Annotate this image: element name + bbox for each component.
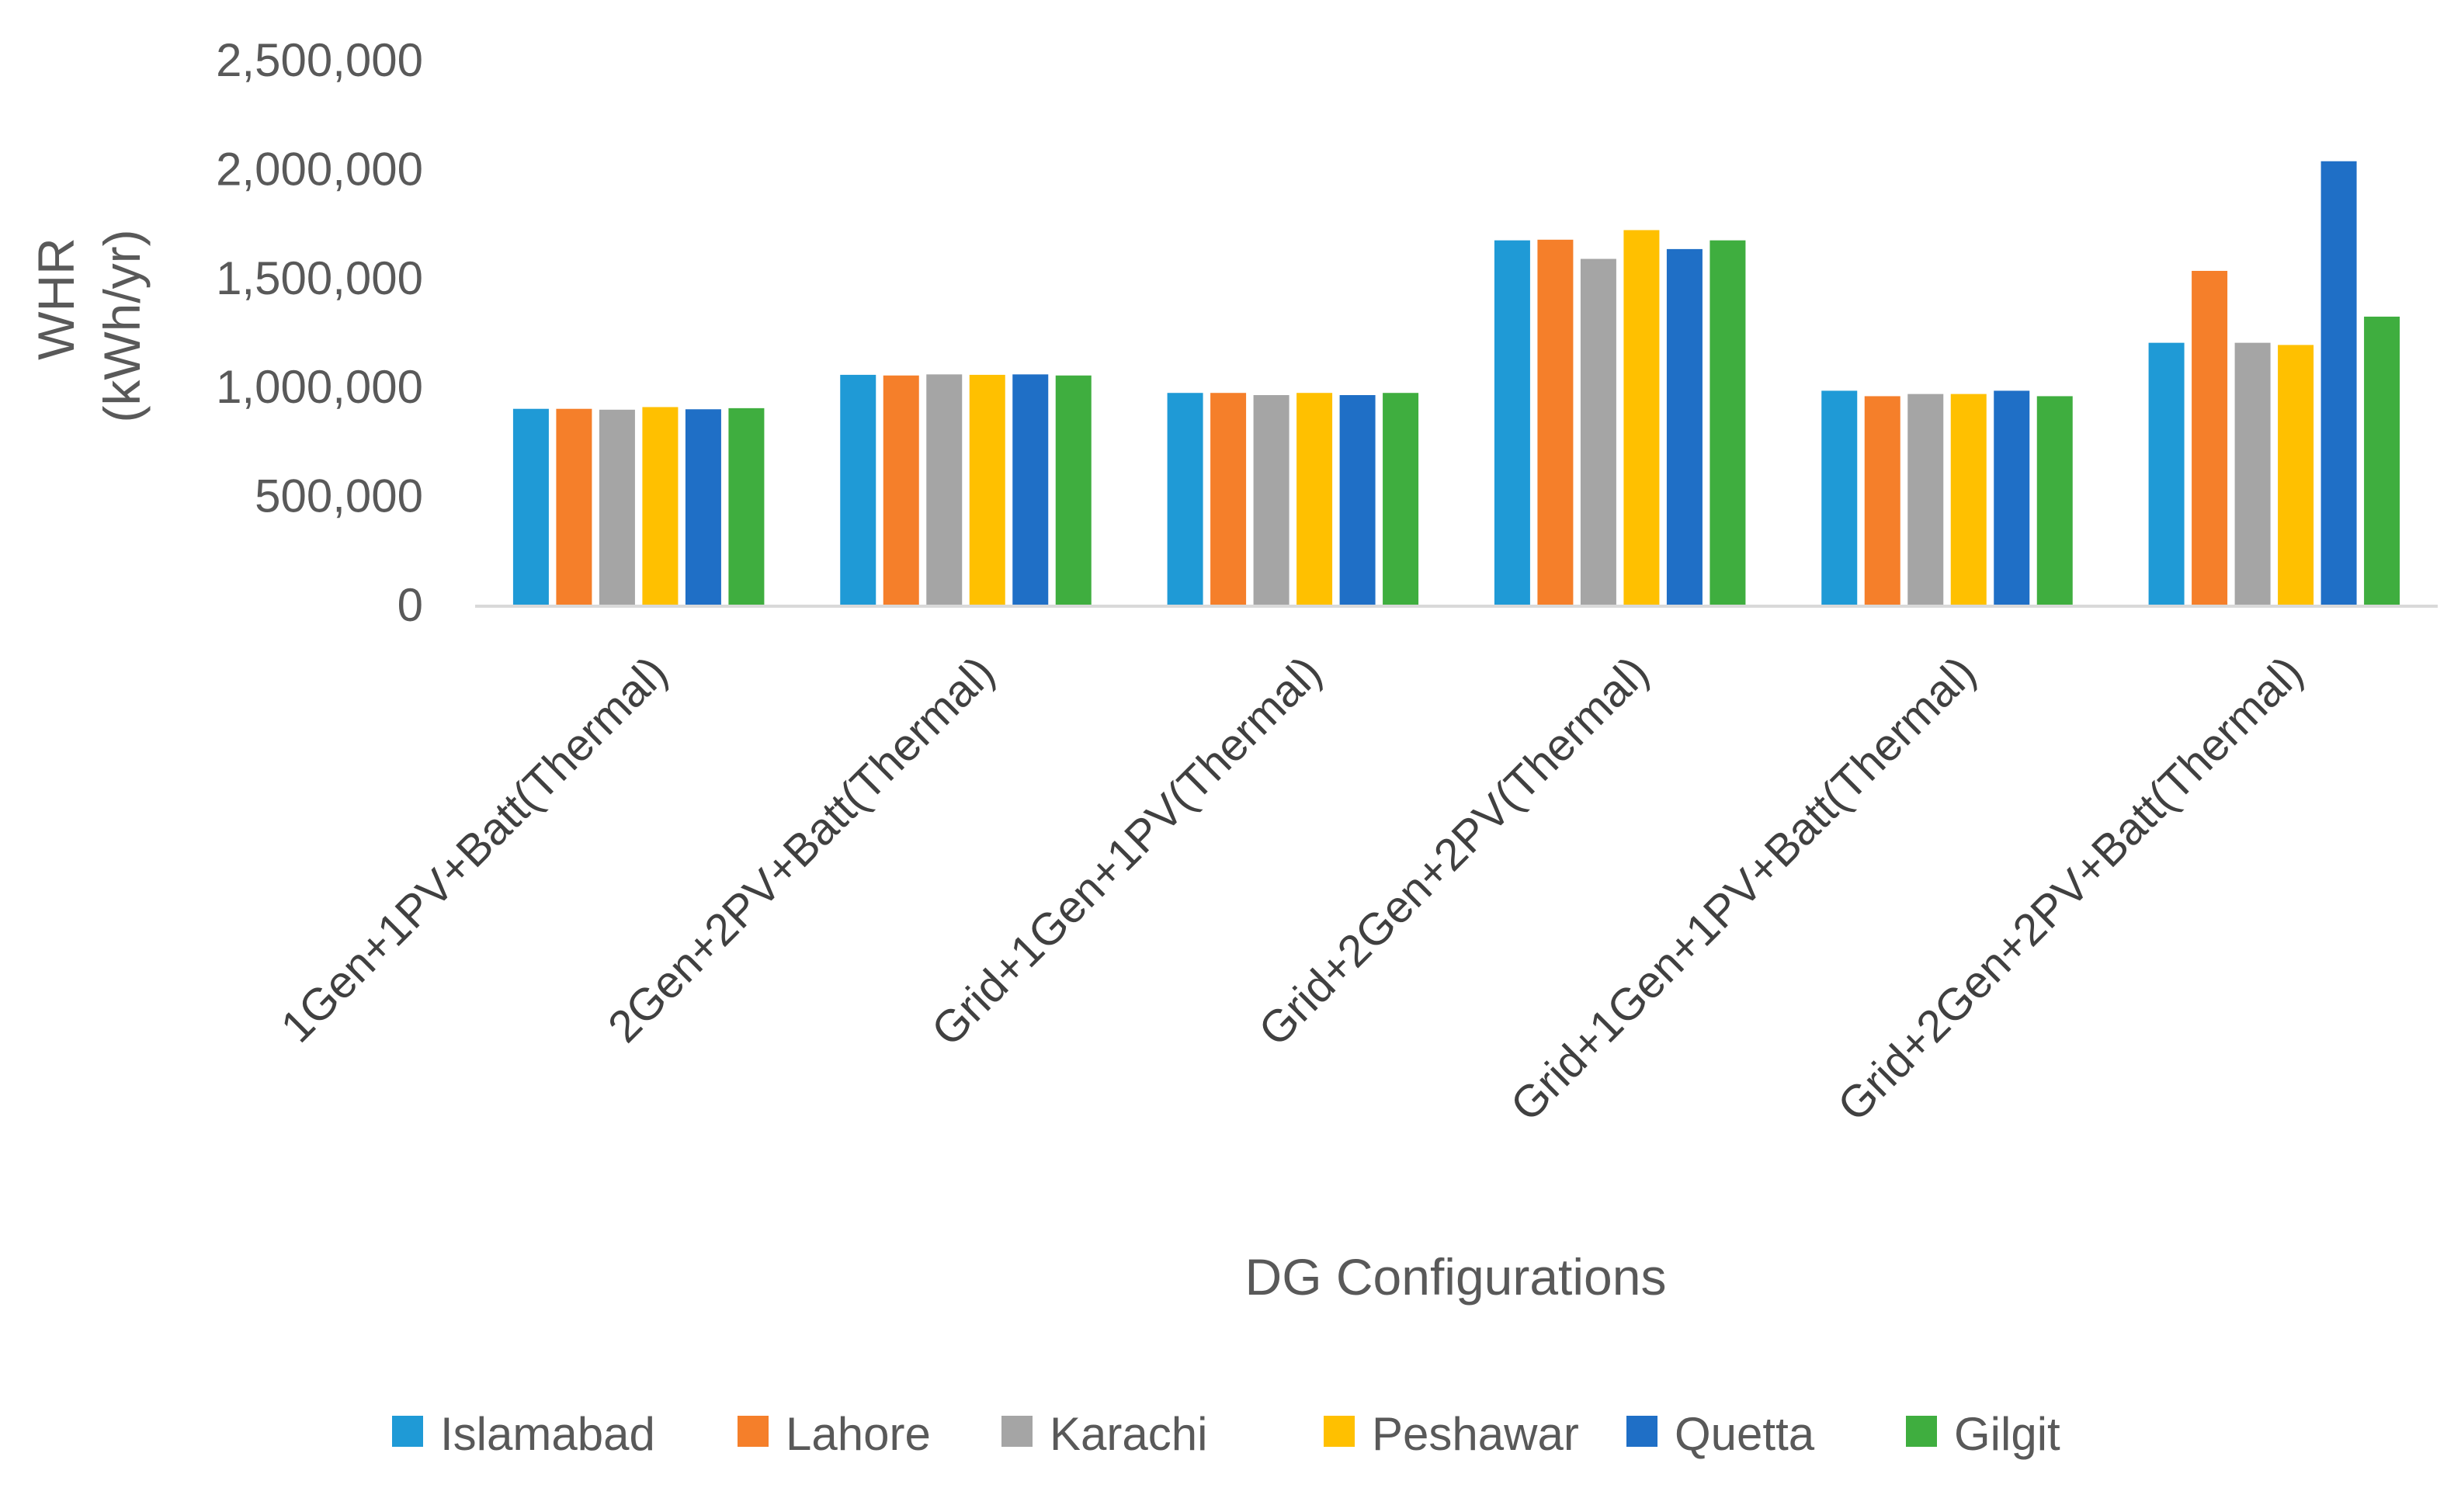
bar-lahore-6	[2192, 270, 2228, 605]
y-axis-title-line2: (kWh/yr)	[93, 229, 151, 422]
bar-karachi-1	[599, 409, 635, 605]
bar-quetta-2	[1012, 374, 1049, 605]
y-axis-ticks: 0 500,000 1,000,000 1,500,000 2,000,000 2,500…	[216, 34, 423, 631]
y-axis-title-line1: WHR	[27, 238, 85, 360]
plot-area	[475, 161, 2438, 608]
bar-lahore-5	[1864, 396, 1900, 605]
bar-gilgit-6	[2364, 316, 2400, 605]
bar-islamabad-5	[1821, 390, 1858, 605]
legend-label-karachi: Karachi	[1050, 1408, 1207, 1460]
y-tick-label: 500,000	[255, 470, 423, 522]
bar-gilgit-3	[1383, 393, 1419, 605]
legend-swatch-peshawar	[1324, 1416, 1355, 1447]
bar-islamabad-6	[2148, 342, 2185, 605]
bar-islamabad-1	[512, 408, 549, 605]
legend-label-lahore: Lahore	[786, 1408, 931, 1460]
legend-swatch-gilgit	[1906, 1416, 1937, 1447]
bar-peshawar-5	[1950, 394, 1987, 605]
y-tick-label: 2,500,000	[216, 34, 423, 86]
y-tick-label: 1,500,000	[216, 252, 423, 304]
bar-lahore-4	[1537, 239, 1574, 605]
y-tick-label: 0	[397, 579, 423, 631]
bar-peshawar-3	[1296, 393, 1333, 605]
legend-swatch-lahore	[738, 1416, 769, 1447]
legend: Islamabad Lahore Karachi Peshawar Quetta Gilg…	[392, 1408, 2060, 1460]
x-axis-categories: 1Gen+1PV+Batt(Thermal)2Gen+2PV+Batt(Ther…	[271, 647, 2312, 1131]
legend-label-islamabad: Islamabad	[440, 1408, 655, 1460]
bar-peshawar-4	[1623, 230, 1660, 605]
x-category-label: 1Gen+1PV+Batt(Thermal)	[271, 647, 676, 1052]
bar-gilgit-5	[2036, 396, 2073, 605]
bar-islamabad-3	[1167, 393, 1203, 605]
bar-karachi-6	[2234, 342, 2271, 605]
bar-gilgit-2	[1055, 375, 1092, 605]
legend-label-gilgit: Gilgit	[1954, 1408, 2060, 1460]
bar-quetta-1	[685, 409, 721, 605]
bar-lahore-2	[883, 375, 919, 605]
bar-gilgit-1	[728, 407, 765, 605]
x-axis-title: DG Configurations	[1245, 1248, 1667, 1306]
bar-lahore-3	[1210, 393, 1247, 605]
bar-karachi-5	[1907, 394, 1944, 605]
bar-quetta-6	[2320, 161, 2357, 605]
bar-peshawar-2	[969, 374, 1005, 605]
bar-karachi-4	[1580, 258, 1616, 605]
legend-label-quetta: Quetta	[1675, 1408, 1815, 1460]
bar-karachi-2	[926, 374, 963, 605]
bar-quetta-5	[1994, 390, 2030, 605]
bar-quetta-4	[1666, 248, 1703, 605]
bar-gilgit-4	[1710, 240, 1746, 605]
bar-lahore-1	[556, 408, 592, 605]
legend-swatch-quetta	[1626, 1416, 1657, 1447]
y-tick-label: 2,000,000	[216, 143, 423, 195]
bar-karachi-3	[1253, 395, 1290, 605]
bar-peshawar-6	[2278, 345, 2314, 605]
legend-swatch-islamabad	[392, 1416, 423, 1447]
x-category-label: Grid+1Gen+1PV(Thermal)	[922, 647, 1331, 1056]
bar-islamabad-4	[1494, 240, 1530, 605]
x-category-label: Grid+2Gen+2PV(Thermal)	[1249, 647, 1658, 1056]
legend-swatch-karachi	[1001, 1416, 1033, 1447]
bar-peshawar-1	[642, 407, 679, 605]
y-tick-label: 1,000,000	[216, 361, 423, 413]
bar-quetta-3	[1339, 395, 1376, 605]
x-category-label: 2Gen+2PV+Batt(Thermal)	[599, 647, 1004, 1052]
bar-islamabad-2	[840, 374, 876, 605]
legend-label-peshawar: Peshawar	[1372, 1408, 1579, 1460]
